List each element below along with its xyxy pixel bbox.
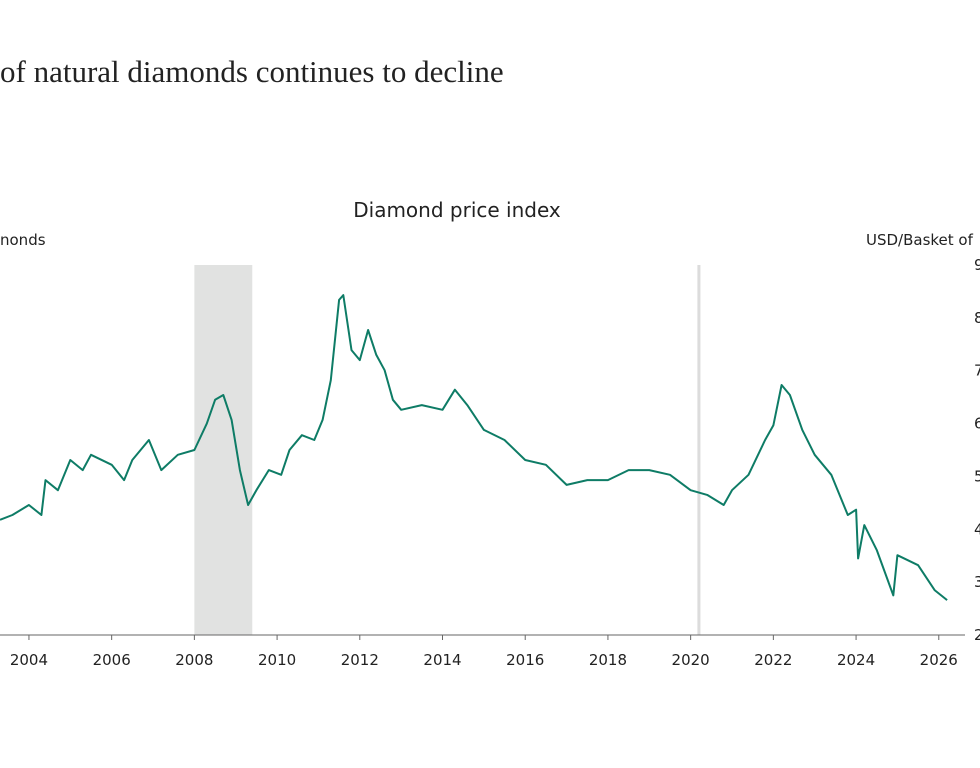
y2-tick-label: 5 [974, 467, 980, 485]
price-line [0, 294, 948, 601]
y2-tick-label: 4 [974, 520, 980, 538]
x-tick-label: 2024 [837, 651, 875, 669]
y2-tick-label: 3 [974, 573, 980, 591]
x-tick-label: 2008 [175, 651, 213, 669]
chart-subtitle: Diamond price index [353, 198, 561, 222]
x-tick-label: 2004 [10, 651, 48, 669]
y2-tick-label: 6 [974, 415, 980, 433]
x-tick-label: 2006 [93, 651, 131, 669]
x-tick-label: 2026 [920, 651, 958, 669]
x-tick-label: 2018 [589, 651, 627, 669]
y2-tick-label: 2 [974, 626, 980, 644]
x-tick-label: 2014 [423, 651, 461, 669]
y2-axis-label: USD/Basket of [866, 231, 974, 249]
x-tick-label: 2016 [506, 651, 544, 669]
x-tick-label: 2022 [754, 651, 792, 669]
x-tick-label: 2010 [258, 651, 296, 669]
chart-title: of natural diamonds continues to decline [0, 54, 504, 89]
x-tick-label: 2012 [341, 651, 379, 669]
y2-tick-label: 8 [974, 309, 980, 327]
y-axis-label: nonds [0, 231, 46, 249]
x-tick-label: 2020 [672, 651, 710, 669]
y2-tick-label: 7 [974, 362, 980, 380]
shaded-period [194, 265, 253, 635]
y2-tick-label: 9 [974, 256, 980, 274]
